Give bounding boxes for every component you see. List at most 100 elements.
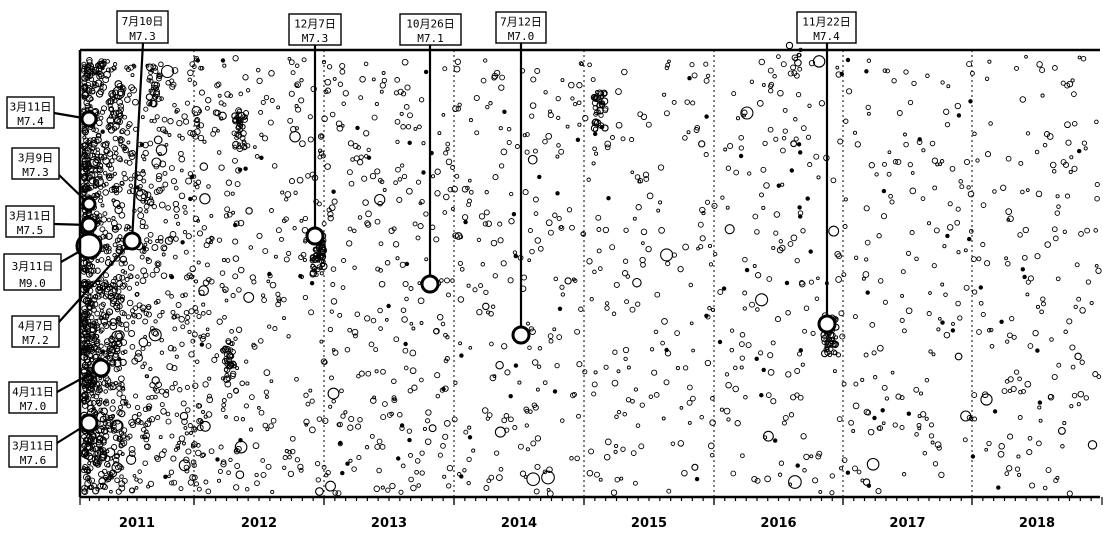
event-dot xyxy=(423,211,429,217)
event-dot xyxy=(639,256,646,264)
event-dot xyxy=(94,292,102,300)
event-dot xyxy=(82,452,90,460)
event-dot xyxy=(1039,67,1046,74)
event-dot xyxy=(815,453,822,460)
event-dot xyxy=(403,104,410,110)
event-dot xyxy=(614,443,619,449)
event-dot xyxy=(862,478,871,486)
event-dot xyxy=(558,224,565,231)
event-dot xyxy=(609,244,616,251)
event-dot xyxy=(1069,155,1074,160)
event-dot xyxy=(954,352,963,361)
event-dot xyxy=(128,445,136,453)
event-dot xyxy=(192,215,200,222)
event-dot xyxy=(943,108,950,115)
event-dot xyxy=(260,471,267,478)
event-dot xyxy=(86,294,92,300)
event-dot xyxy=(241,140,247,146)
event-dot xyxy=(530,76,537,83)
event-dot xyxy=(809,454,814,459)
event-dot xyxy=(148,366,153,372)
event-dot xyxy=(394,77,401,83)
event-dot xyxy=(777,472,783,477)
event-dot xyxy=(946,224,954,231)
event-dot xyxy=(556,334,563,340)
event-dot xyxy=(810,330,816,336)
event-dot-filled xyxy=(967,236,972,242)
event-dot xyxy=(106,162,113,169)
event-dot xyxy=(269,208,274,213)
event-dot xyxy=(800,125,807,131)
event-dot xyxy=(112,171,117,176)
event-dot xyxy=(112,434,120,441)
event-dot xyxy=(771,245,776,251)
event-dot xyxy=(126,224,132,230)
event-dot xyxy=(803,453,810,461)
event-date-label: 3月9日 xyxy=(18,152,53,165)
event-dot xyxy=(308,309,315,316)
event-dot-filled xyxy=(188,196,193,202)
event-dot xyxy=(443,150,449,156)
event-dot-filled xyxy=(100,349,106,354)
event-dot xyxy=(110,219,118,227)
event-dot xyxy=(105,422,113,429)
event-dot xyxy=(155,144,168,156)
event-dot xyxy=(954,102,961,110)
event-dot xyxy=(770,340,776,346)
event-dot xyxy=(419,470,425,476)
event-dot xyxy=(105,163,110,168)
event-dot xyxy=(482,302,490,311)
event-dot xyxy=(802,328,808,334)
event-dot xyxy=(316,201,322,207)
event-dot xyxy=(177,440,181,445)
event-dot-filled xyxy=(195,58,200,63)
event-dot xyxy=(1027,275,1034,282)
event-dot xyxy=(91,70,98,76)
event-labels: 3月11日M9.03月11日M7.43月9日M7.33月11日M7.54月7日M… xyxy=(3,10,857,468)
event-dot xyxy=(87,165,95,173)
event-dot xyxy=(1039,309,1044,315)
event-dot xyxy=(626,365,631,370)
event-dot xyxy=(269,98,275,103)
event-dot xyxy=(466,456,472,463)
event-dot xyxy=(123,401,128,406)
event-dot xyxy=(200,311,206,316)
event-label-box xyxy=(8,381,58,414)
event-dot xyxy=(192,382,199,389)
event-dot xyxy=(1056,362,1062,368)
event-dot xyxy=(103,389,108,394)
event-dot xyxy=(84,102,91,110)
event-dot xyxy=(924,377,930,383)
event-dot xyxy=(276,105,281,110)
event-dot xyxy=(772,74,777,79)
event-label-box xyxy=(495,11,547,44)
event-dot xyxy=(407,388,413,394)
event-dot xyxy=(196,219,200,223)
event-dot xyxy=(545,219,553,227)
event-dot xyxy=(195,443,201,448)
event-dot xyxy=(790,64,797,71)
event-dot xyxy=(185,314,191,321)
event-dot xyxy=(241,143,248,151)
event-dot xyxy=(536,364,542,369)
event-dot xyxy=(245,381,250,386)
event-dot xyxy=(780,147,786,154)
event-dot xyxy=(374,168,381,175)
event-dot xyxy=(664,65,670,71)
event-dot xyxy=(1092,371,1099,378)
event-dot xyxy=(302,215,309,222)
event-dot xyxy=(178,155,186,163)
event-dot xyxy=(1045,467,1052,474)
event-dot xyxy=(182,292,188,298)
event-dot xyxy=(348,458,353,463)
event-label-box xyxy=(11,147,60,180)
event-dot xyxy=(869,322,876,328)
event-dot xyxy=(465,185,470,191)
event-dot xyxy=(1071,91,1077,97)
event-dot xyxy=(443,332,448,338)
event-dot xyxy=(98,115,104,121)
event-dot xyxy=(82,149,87,154)
event-dot xyxy=(105,420,112,426)
event-dot xyxy=(210,131,216,137)
event-dot xyxy=(129,487,135,494)
